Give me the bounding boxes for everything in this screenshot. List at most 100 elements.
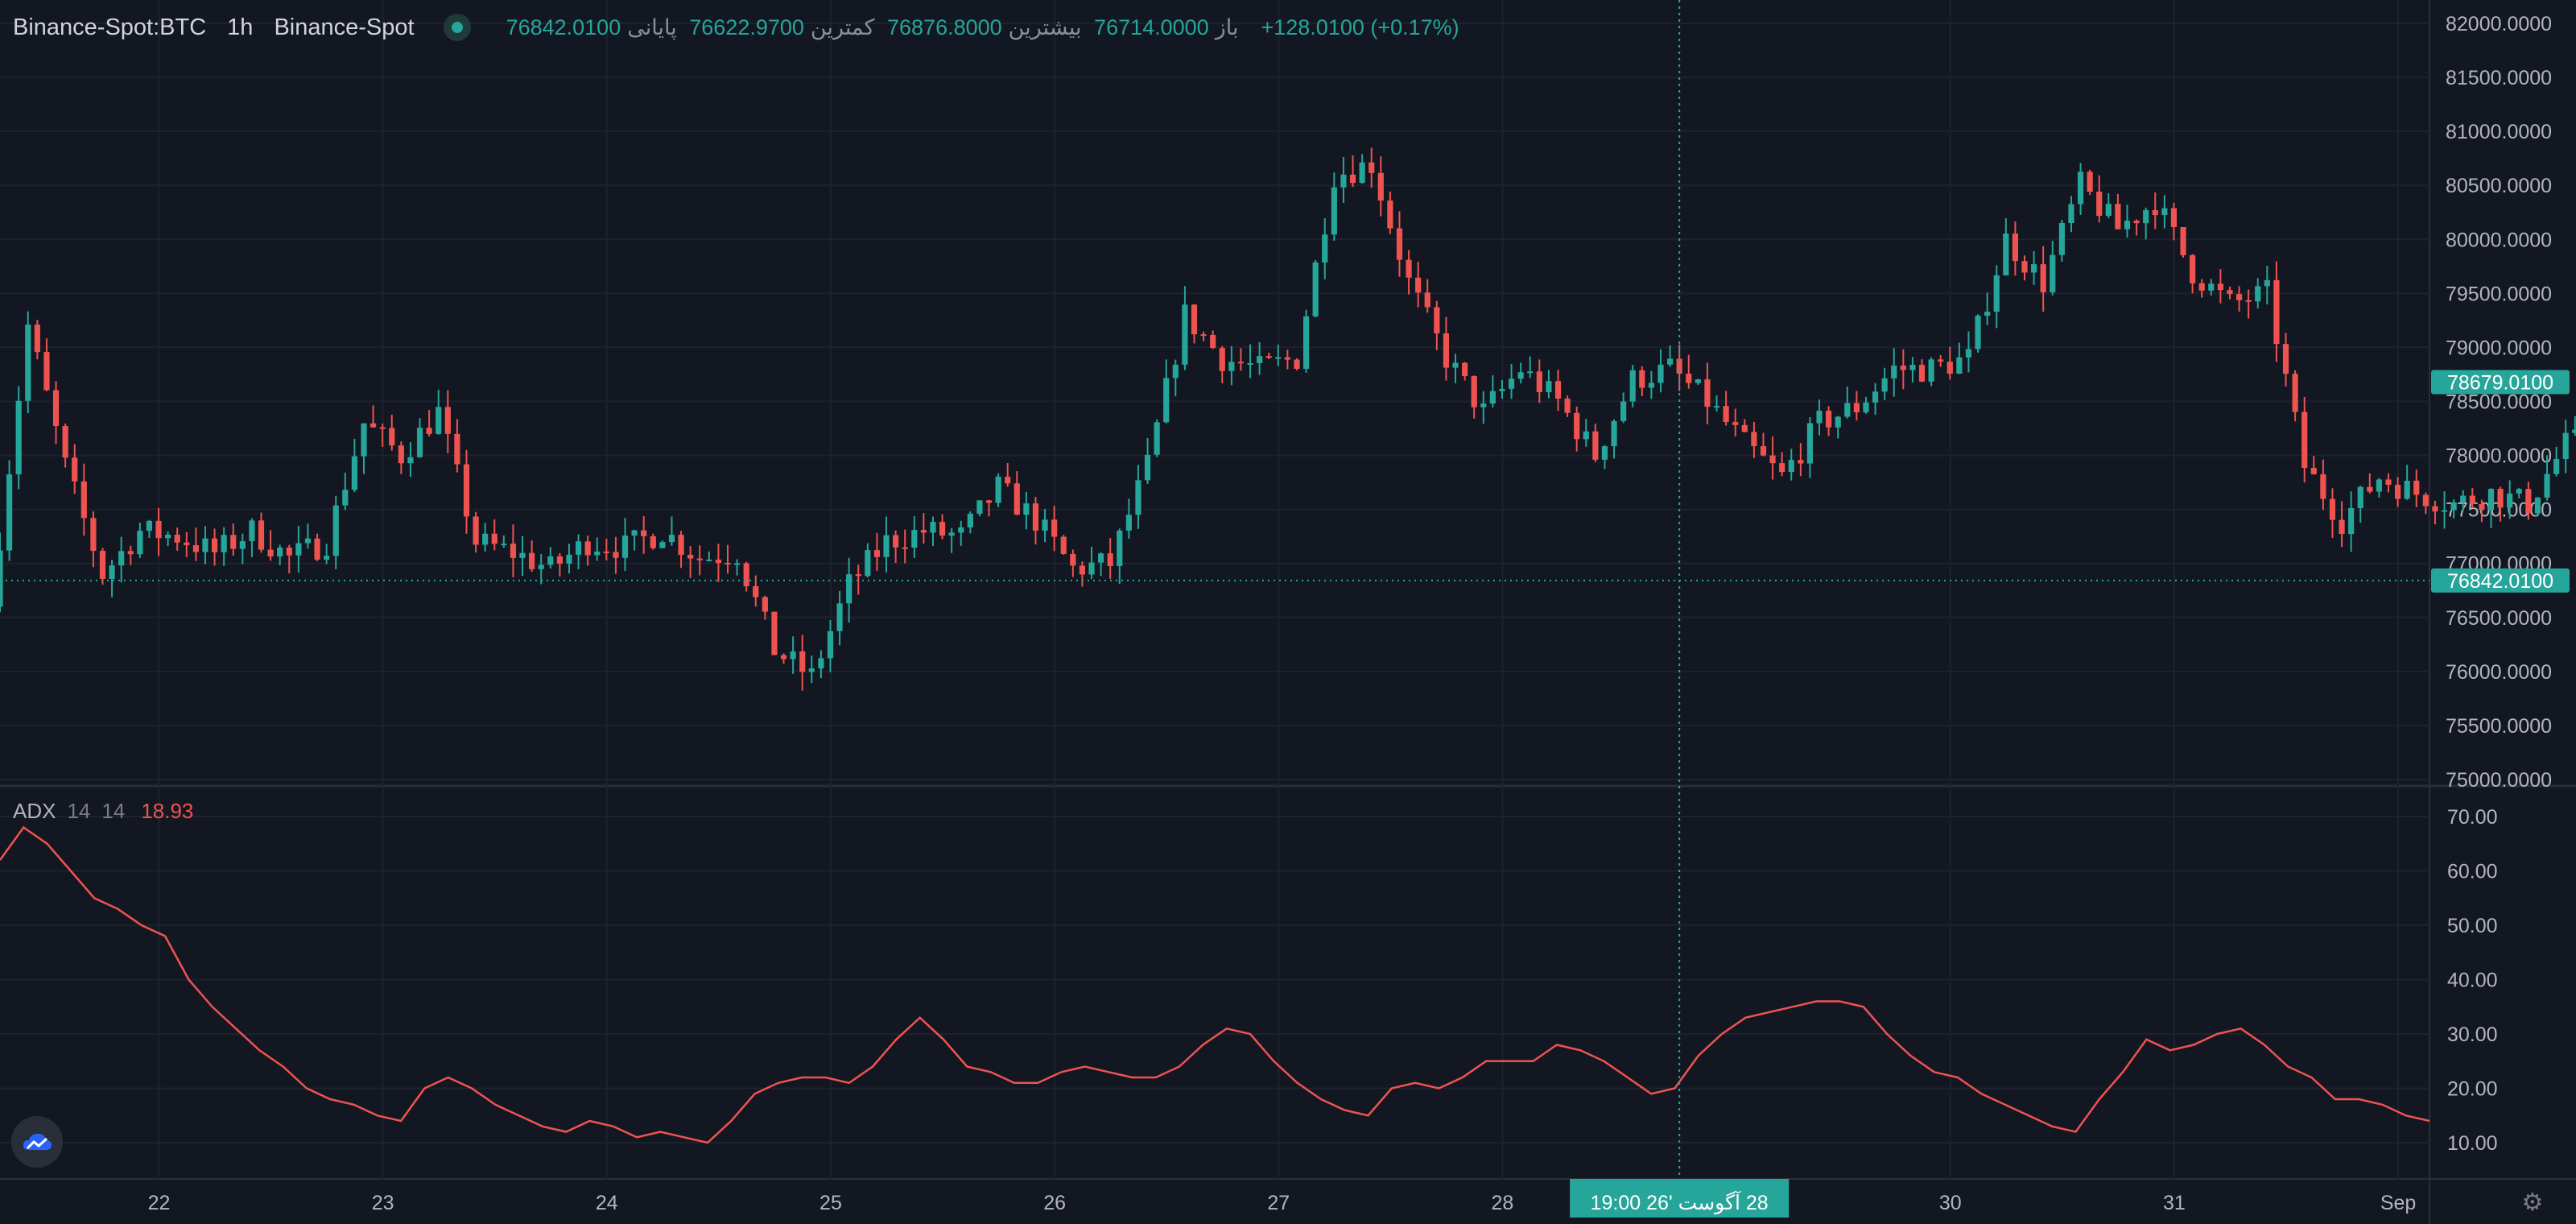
candle-body (893, 535, 899, 548)
candle-body (1611, 420, 1617, 447)
time-tick-label: 31 (2163, 1192, 2186, 1214)
timeframe[interactable]: 1h (227, 14, 254, 40)
crosshair-time-label: 28 آگوست '26 19:00 (1591, 1190, 1769, 1215)
candle-body (2534, 497, 2541, 514)
candle-body (1415, 277, 1422, 293)
candle-body (2235, 294, 2243, 300)
candle-body (1443, 333, 1450, 368)
candle-body (621, 536, 629, 558)
candle-body (1639, 370, 1645, 388)
candle-body (1508, 378, 1515, 389)
candle-body (538, 564, 544, 569)
candle-body (1312, 262, 1319, 316)
candle-body (2357, 486, 2363, 508)
candle-body (566, 554, 572, 564)
candle-body (2264, 279, 2270, 287)
candle-body (184, 542, 190, 546)
adx-tick-label: 40.00 (2447, 970, 2498, 992)
change-value: +128.0100 (+0.17%) (1261, 14, 1459, 39)
gear-icon[interactable]: ⚙ (2521, 1189, 2544, 1216)
price-tick-label: 80000.0000 (2446, 229, 2552, 251)
candle-body (2068, 204, 2074, 224)
close-value: 76842.0100 (506, 14, 621, 39)
candle-body (2413, 480, 2420, 495)
candle-body (2301, 411, 2308, 469)
candle-body (1210, 334, 1216, 349)
candle-body (995, 476, 1001, 503)
candle-body (1331, 187, 1337, 235)
market-status-icon[interactable] (443, 14, 471, 41)
candle-body (1434, 307, 1440, 333)
candle-body (911, 530, 918, 548)
symbol-name[interactable]: Binance-Spot:BTC (13, 14, 207, 40)
price-tick-label: 80500.0000 (2446, 175, 2552, 197)
candle-body (603, 551, 609, 553)
candle-body (836, 603, 843, 631)
candle-body (1881, 378, 1888, 392)
candle-body (594, 551, 601, 556)
candle-body (1751, 432, 1757, 447)
candle-body (2040, 264, 2046, 292)
candle-body (314, 538, 320, 560)
candle-body (1853, 403, 1860, 412)
candle-body (1909, 365, 1916, 370)
candle-body (827, 631, 834, 659)
crosshair-time-box (1570, 1179, 1790, 1218)
candle-body (0, 550, 3, 607)
candle-body (724, 563, 731, 565)
candle-body (1237, 362, 1245, 364)
candle-body (1769, 455, 1776, 464)
candle-body (1741, 424, 1748, 432)
candle-body (2479, 503, 2485, 511)
candle-body (2161, 208, 2168, 216)
candle-body (2245, 300, 2252, 302)
candle-body (230, 535, 237, 549)
candle-body (2273, 279, 2280, 345)
candle-body (1975, 316, 1981, 349)
candle-body (295, 543, 302, 556)
adx-param-2: 14 (101, 799, 126, 823)
candle-body (1125, 515, 1132, 531)
candle-body (1265, 356, 1272, 358)
candle-body (1517, 372, 1524, 379)
candle-body (1452, 362, 1459, 368)
candle-body (109, 565, 115, 579)
candle-body (2348, 507, 2355, 535)
candle-body (865, 550, 871, 577)
price-tick-label: 81500.0000 (2446, 67, 2552, 89)
cloud-logo-icon[interactable] (11, 1116, 63, 1168)
candle-body (99, 551, 106, 579)
candle-body (1863, 402, 1869, 412)
candle-body (613, 552, 619, 558)
candle-body (361, 423, 367, 457)
candle-body (1938, 359, 1944, 362)
candle-body (2170, 208, 2178, 228)
candle-body (2572, 429, 2576, 433)
candle-body (1462, 362, 1468, 376)
candle-body (2469, 495, 2475, 504)
adx-legend[interactable]: ADX 14 14 18.93 (13, 799, 193, 824)
adx-value: 18.93 (141, 799, 194, 823)
candle-body (743, 563, 749, 586)
candle-body (1601, 446, 1608, 460)
candle-body (2030, 264, 2037, 273)
candle-body (650, 536, 656, 548)
price-label-text: 78679.0100 (2447, 371, 2553, 394)
candle-body (118, 551, 125, 566)
candle-body (267, 549, 274, 556)
candle-body (15, 400, 22, 475)
candle-body (1480, 403, 1487, 407)
candle-body (1032, 503, 1039, 531)
adx-line (0, 825, 2430, 1144)
candle-body (491, 533, 497, 544)
candle-body (426, 428, 432, 434)
candle-body (239, 541, 246, 549)
candle-body (1648, 382, 1654, 388)
candle-body (799, 651, 806, 672)
candle-body (1489, 391, 1496, 404)
candle-body (351, 456, 358, 490)
adx-name: ADX (13, 799, 56, 823)
candle-body (1779, 463, 1785, 473)
candle-body (1088, 562, 1095, 575)
